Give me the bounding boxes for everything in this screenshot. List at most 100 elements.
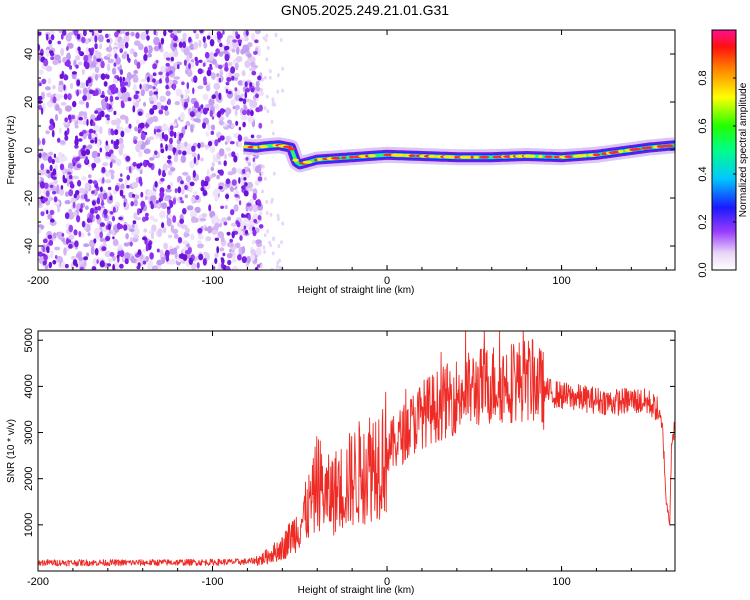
noise-blob: [201, 213, 208, 218]
noise-blob: [229, 238, 233, 243]
colorbar-tick-label: 0.0: [697, 262, 709, 277]
noise-blob: [146, 35, 150, 41]
noise-blob: [255, 239, 262, 245]
noise-blob: [96, 197, 101, 205]
noise-blob: [161, 222, 165, 229]
noise-blob: [241, 246, 246, 254]
noise-blob: [281, 221, 285, 226]
noise-blob: [78, 230, 82, 238]
y-tick-label: 20: [23, 96, 35, 108]
noise-blob: [229, 141, 235, 145]
noise-blob: [96, 114, 102, 121]
noise-blob: [219, 42, 223, 48]
noise-blob: [241, 256, 247, 264]
noise-blob: [167, 164, 173, 169]
noise-blob: [64, 135, 69, 141]
ridge-peak-red: [454, 155, 459, 159]
y-tick-label: -40: [23, 238, 35, 254]
ridge-peak-yellow: [447, 155, 457, 159]
noise-blob: [126, 53, 130, 62]
noise-blob: [219, 247, 225, 252]
noise-blob: [105, 74, 110, 80]
noise-blob: [205, 131, 209, 137]
noise-blob: [180, 94, 184, 99]
noise-blob: [140, 191, 144, 198]
noise-blob: [73, 59, 77, 67]
noise-blob: [106, 116, 110, 121]
noise-blob: [137, 251, 141, 255]
noise-blob: [205, 84, 211, 92]
ridge-peak-red: [632, 147, 642, 151]
noise-blob: [44, 264, 49, 270]
noise-blob: [190, 233, 195, 241]
noise-blob: [117, 42, 125, 51]
noise-blob: [256, 134, 262, 139]
noise-blob: [156, 248, 160, 253]
noise-blob: [174, 101, 180, 106]
noise-blob: [104, 96, 109, 102]
noise-blob: [162, 227, 167, 234]
noise-blob: [182, 208, 187, 215]
noise-blob: [189, 111, 195, 118]
noise-blob: [257, 215, 262, 221]
y-tick-label: 0: [23, 147, 35, 153]
noise-blob: [250, 249, 256, 256]
noise-blob: [54, 246, 61, 251]
noise-blob: [173, 43, 178, 48]
noise-blob: [198, 59, 203, 63]
noise-blob: [165, 188, 172, 193]
noise-blob: [235, 120, 239, 126]
y-tick-label: -20: [23, 190, 35, 206]
noise-blob: [157, 230, 162, 238]
noise-blob: [92, 257, 98, 267]
noise-blob: [135, 32, 140, 39]
noise-blob: [261, 77, 265, 82]
noise-blob: [178, 136, 182, 142]
noise-blob: [105, 235, 111, 242]
noise-blob: [45, 65, 53, 72]
noise-blob: [149, 200, 153, 205]
noise-blob: [165, 62, 170, 67]
noise-blob: [52, 168, 57, 176]
noise-blob: [48, 240, 54, 246]
noise-blob: [204, 51, 210, 59]
noise-blob: [158, 210, 166, 219]
noise-blob: [72, 162, 76, 167]
noise-blob: [193, 191, 198, 195]
noise-blob: [176, 30, 182, 34]
noise-blob: [244, 81, 248, 88]
ridge-peak-yellow: [252, 145, 259, 150]
noise-blob: [137, 140, 143, 146]
noise-blob: [184, 184, 188, 190]
noise-blob: [225, 81, 230, 86]
noise-blob: [268, 240, 271, 245]
noise-blob: [101, 102, 107, 111]
noise-blob: [277, 73, 280, 78]
noise-blob: [90, 139, 95, 144]
noise-blob: [227, 90, 232, 95]
noise-blob: [166, 159, 172, 164]
noise-blob: [217, 110, 221, 118]
noise-blob: [52, 191, 57, 195]
noise-blob: [203, 80, 208, 86]
noise-blob: [77, 46, 81, 52]
noise-blob: [146, 76, 150, 83]
noise-blob: [87, 77, 92, 84]
noise-blob: [77, 138, 83, 142]
noise-blob: [131, 181, 139, 189]
noise-blob: [119, 263, 124, 269]
noise-blob: [144, 195, 148, 200]
noise-blob: [74, 144, 79, 149]
noise-blob: [160, 37, 165, 45]
noise-blob: [175, 245, 180, 250]
noise-blob: [152, 104, 158, 110]
noise-blob: [182, 240, 189, 245]
noise-blob: [219, 71, 223, 76]
noise-blob: [256, 264, 261, 268]
noise-blob: [116, 122, 120, 130]
noise-blob: [64, 212, 70, 220]
noise-blob: [52, 176, 57, 180]
noise-blob: [64, 130, 68, 137]
noise-blob: [41, 253, 46, 257]
noise-blob: [257, 176, 263, 182]
